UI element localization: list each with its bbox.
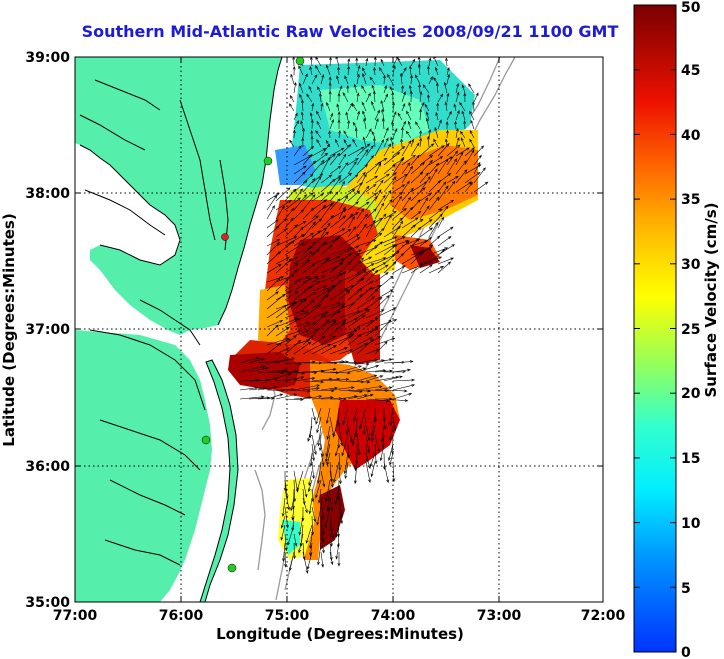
colorbar-label: Surface Velocity (cm/s) bbox=[702, 202, 720, 397]
colorbar-tick-label: 10 bbox=[681, 516, 701, 532]
x-axis-label: Longitude (Degrees:Minutes) bbox=[216, 625, 464, 643]
colorbar-tick-label: 5 bbox=[681, 581, 691, 597]
radar-station bbox=[263, 156, 273, 166]
colorbar bbox=[633, 4, 677, 653]
x-tick-label: 72:00 bbox=[581, 608, 626, 624]
grid-lines bbox=[75, 57, 603, 602]
colorbar-tick-label: 35 bbox=[681, 192, 700, 208]
colorbar-tick-label: 0 bbox=[681, 645, 691, 659]
y-tick-label: 38:00 bbox=[25, 186, 70, 202]
map-title: Southern Mid-Atlantic Raw Velocities 200… bbox=[81, 22, 619, 41]
radar-station bbox=[227, 563, 237, 573]
radar-station bbox=[221, 233, 229, 241]
colorbar-tick-label: 30 bbox=[681, 257, 701, 273]
x-tick-label: 76:00 bbox=[159, 608, 204, 624]
y-axis-label: Latitude (Degrees:Minutes) bbox=[0, 213, 18, 446]
colorbar-tick-label: 25 bbox=[681, 322, 700, 338]
quiver-arrows bbox=[239, 57, 489, 574]
colorbar-tick-label: 20 bbox=[681, 386, 701, 402]
y-tick-label: 36:00 bbox=[25, 459, 70, 475]
y-tick-label: 37:00 bbox=[25, 322, 70, 338]
colorbar-tick-label: 45 bbox=[681, 63, 700, 79]
tick-marks bbox=[75, 57, 603, 602]
x-tick-label: 73:00 bbox=[477, 608, 522, 624]
x-tick-label: 77:00 bbox=[53, 608, 98, 624]
radar-station bbox=[201, 435, 211, 445]
colorbar-tick-label: 40 bbox=[681, 128, 701, 144]
x-tick-label: 75:00 bbox=[265, 608, 310, 624]
colorbar-ticks bbox=[634, 4, 676, 653]
outer-banks bbox=[199, 359, 239, 602]
x-tick-label: 74:00 bbox=[371, 608, 416, 624]
colorbar-tick-label: 50 bbox=[681, 0, 701, 16]
colorbar-tick-label: 15 bbox=[681, 451, 700, 467]
y-tick-label: 39:00 bbox=[25, 50, 70, 66]
land-mass bbox=[75, 57, 282, 335]
y-tick-label: 35:00 bbox=[25, 595, 70, 611]
radar-station bbox=[295, 57, 305, 66]
